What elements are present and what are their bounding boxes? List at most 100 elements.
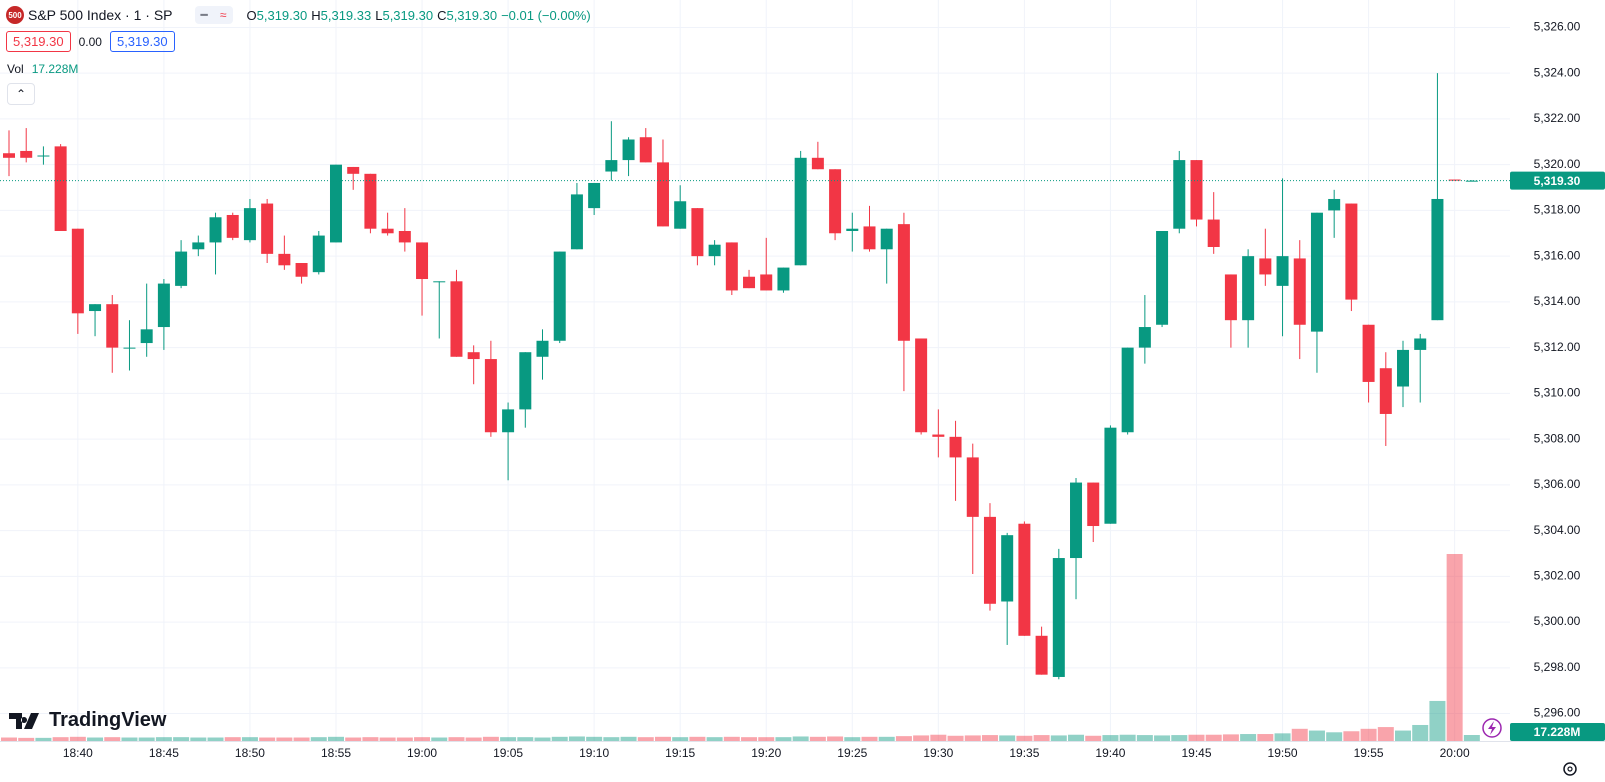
settings-icon-core [1567, 766, 1573, 772]
brand-logo: TradingView [9, 709, 166, 732]
volume-bar [999, 735, 1016, 741]
volume-bar [310, 737, 327, 741]
candle-body [1397, 349, 1410, 387]
x-tick-label: 19:55 [1354, 746, 1384, 760]
ohlc-value: 5,319.30 [256, 7, 308, 23]
y-tick-label: 5,320.00 [1534, 157, 1581, 171]
symbol-title[interactable]: S&P 500 Index · 1 · SP [28, 7, 173, 23]
volume-bar [18, 737, 35, 741]
candle-body [588, 182, 601, 209]
candle-body [743, 276, 756, 289]
y-tick-label: 5,324.00 [1534, 65, 1581, 79]
candle-body [261, 203, 274, 254]
ohlc-value: 5,319.30 [382, 7, 434, 23]
volume-bar [104, 737, 121, 741]
volume-bar [69, 736, 86, 741]
volume-bar [173, 737, 190, 741]
candle-body [622, 139, 635, 161]
volume-bar [345, 737, 362, 741]
candle-body [3, 153, 15, 158]
y-tick-label: 5,298.00 [1534, 660, 1581, 674]
candle-body [175, 251, 188, 286]
y-tick-label: 5,312.00 [1534, 340, 1581, 354]
candle-body [1362, 324, 1375, 382]
x-tick-label: 18:40 [63, 746, 93, 760]
volume-bar [241, 737, 258, 741]
volume-bar [534, 737, 551, 741]
volume-bar [1119, 734, 1136, 741]
settings-icon [1563, 762, 1577, 776]
x-tick-label: 20:00 [1440, 746, 1470, 760]
volume-bar [844, 737, 861, 741]
candle-body [897, 224, 910, 341]
candle-body [312, 235, 325, 273]
candle-body [226, 214, 239, 238]
x-tick-label: 18:55 [321, 746, 351, 760]
candle-body [157, 283, 170, 328]
candle-body [364, 173, 377, 229]
volume-bar [1102, 735, 1119, 741]
ohlc-item: L5,319.30 [375, 8, 433, 23]
volume-bar [1326, 732, 1343, 741]
volume-bar [723, 736, 740, 741]
volume-bar [1274, 733, 1291, 741]
candle-body [1207, 219, 1220, 247]
volume-bar [603, 737, 620, 741]
candle-body [1242, 256, 1255, 321]
candle-body [932, 434, 945, 437]
candle-body [1190, 160, 1203, 220]
volume-bar [913, 735, 930, 741]
volume-label: Vol [7, 62, 24, 76]
spread: 0.00 [78, 34, 102, 49]
ohlc-value: 5,319.30 [446, 7, 498, 23]
volume-bar [517, 737, 534, 741]
volume-bar [1068, 734, 1085, 741]
x-tick-label: 19:00 [407, 746, 437, 760]
candle-body [674, 201, 687, 229]
candle-body [519, 352, 532, 410]
candle-body [656, 162, 669, 227]
candle-body [1001, 535, 1014, 602]
x-tick-label: 19:25 [837, 746, 867, 760]
candle-body [1052, 558, 1065, 677]
candle-body [811, 157, 824, 170]
compare-toggle[interactable]: ━ ≈ [194, 6, 233, 24]
candle-body [1259, 258, 1272, 275]
volume-bar [1188, 734, 1205, 741]
volume-bar [1085, 735, 1102, 741]
volume-bar [706, 737, 723, 741]
volume-bar [620, 736, 637, 741]
x-tick-label: 19:15 [665, 746, 695, 760]
x-tick-label: 19:20 [751, 746, 781, 760]
volume-bar [895, 736, 912, 741]
candle-body [502, 409, 515, 433]
volume-bar [1050, 735, 1067, 741]
volume-bar [121, 737, 138, 741]
y-tick-label: 5,300.00 [1534, 614, 1581, 628]
change: −0.01 (−0.00%) [501, 7, 591, 23]
candle-body [295, 263, 308, 277]
volume-bar [1291, 728, 1308, 741]
y-tick-label: 5,296.00 [1534, 706, 1581, 720]
candle-body [1018, 523, 1031, 636]
collapse-button[interactable]: ⌃ [7, 83, 35, 105]
y-tick-label: 5,304.00 [1534, 523, 1581, 537]
ohlc-item: O5,319.30 [247, 8, 308, 23]
candle-body [278, 253, 291, 266]
bid-button[interactable]: 5,319.30 [6, 31, 71, 52]
candle-body [416, 242, 429, 280]
candle-body [846, 228, 859, 231]
candle-body [966, 457, 979, 517]
volume-bar [1136, 735, 1153, 741]
candle-body [1414, 338, 1427, 350]
candle-body [37, 155, 50, 157]
volume-bar [465, 737, 482, 741]
volume-bar [1377, 727, 1394, 741]
candle-body [1293, 258, 1306, 325]
volume-bar [586, 736, 603, 741]
candle-body [106, 304, 119, 348]
volume-bar [1395, 730, 1412, 741]
candle-body [605, 160, 618, 172]
ask-button[interactable]: 5,319.30 [109, 31, 175, 52]
